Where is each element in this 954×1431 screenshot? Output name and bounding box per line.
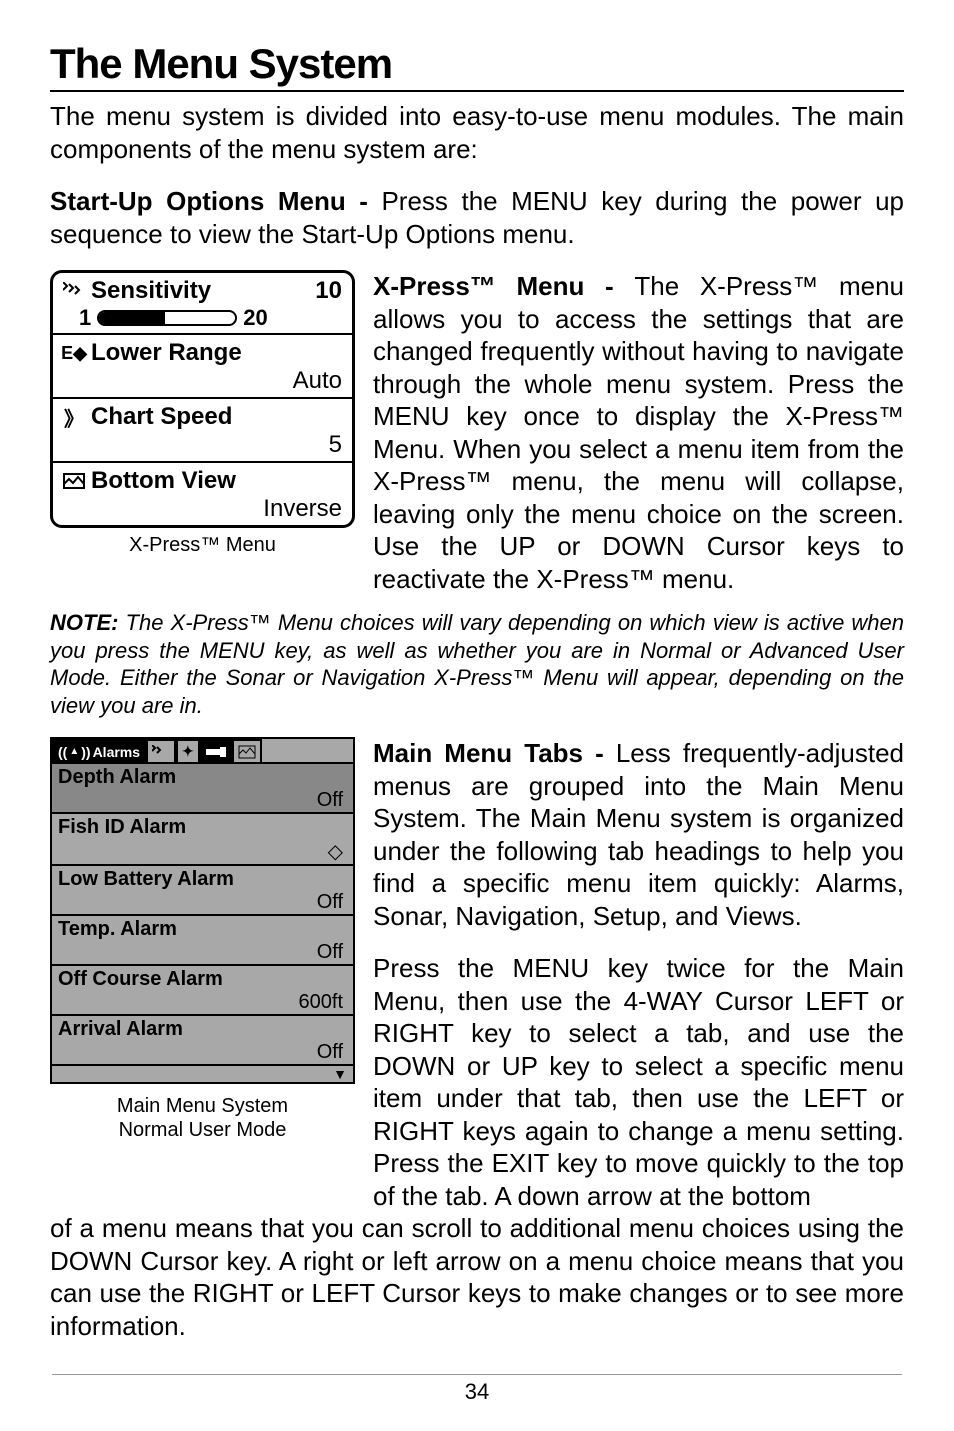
range-icon: E◆: [61, 343, 87, 363]
main-menu-caption: Main Menu System Normal User Mode: [50, 1094, 355, 1142]
xp-label-lower: Lower Range: [91, 339, 242, 367]
intro-text: The menu system is divided into easy-to-…: [50, 100, 904, 165]
mm-row-label: Fish ID Alarm: [58, 816, 345, 839]
mm-row-value: Off: [58, 1041, 345, 1064]
mm-row-label: Depth Alarm: [58, 766, 345, 789]
tab-views-icon: [232, 739, 262, 762]
xp-row-sensitivity: Sensitivity 10 1 20: [53, 273, 352, 335]
main-label: Main Menu Tabs -: [373, 738, 616, 768]
bottom-icon: [61, 471, 87, 491]
xp-row-lower-range: E◆Lower Range Auto: [53, 335, 352, 399]
main-menu-tabs: ((▲))Alarms ✦: [52, 739, 353, 762]
mm-row-1: Fish ID Alarm◇: [52, 812, 353, 864]
tab-alarms: ((▲))Alarms: [52, 739, 146, 762]
mm-caption-1: Main Menu System: [117, 1095, 288, 1117]
page-title: The Menu System: [50, 40, 904, 92]
tab-nav-icon: ✦: [176, 739, 200, 762]
mm-row-2: Low Battery AlarmOff: [52, 864, 353, 914]
sensitivity-slider: [97, 310, 237, 326]
scroll-down-arrow-icon: ▼: [52, 1064, 353, 1082]
note-paragraph: NOTE: The X-Press™ Menu choices will var…: [50, 609, 904, 719]
mm-row-0: Depth AlarmOff: [52, 762, 353, 812]
xp-val-lower: Auto: [61, 367, 342, 395]
startup-label: Start-Up Options Menu -: [50, 186, 381, 216]
xp-row-chart-speed: 》Chart Speed 5: [53, 399, 352, 463]
xpress-paragraph: X-Press™ Menu - The X-Press™ menu allows…: [373, 270, 904, 595]
xp-row-bottom-view: Bottom View Inverse: [53, 463, 352, 525]
page-number: 34: [52, 1374, 902, 1405]
xpress-label: X-Press™ Menu -: [373, 271, 634, 301]
main-menu-screenshot: ((▲))Alarms ✦ Depth AlarmOffFish ID Alar…: [50, 737, 355, 1084]
mm-row-value: 600ft: [58, 991, 345, 1014]
speed-icon: 》: [61, 407, 87, 427]
mm-row-4: Off Course Alarm600ft: [52, 964, 353, 1014]
main-paragraph-2: Press the MENU key twice for the Main Me…: [373, 952, 904, 1212]
tab-sonar-icon: [146, 739, 176, 762]
xp-label-bottom: Bottom View: [91, 467, 236, 495]
xp-val-bottom: Inverse: [61, 495, 342, 523]
mm-caption-2: Normal User Mode: [119, 1119, 287, 1141]
mm-row-label: Arrival Alarm: [58, 1018, 345, 1041]
mm-row-label: Low Battery Alarm: [58, 868, 345, 891]
note-lead: NOTE:: [50, 610, 126, 635]
xp-val-chart: 5: [61, 431, 342, 459]
mm-row-3: Temp. AlarmOff: [52, 914, 353, 964]
tab-setup-icon: [200, 739, 232, 762]
mm-row-5: Arrival AlarmOff: [52, 1014, 353, 1064]
xpress-menu-screenshot: Sensitivity 10 1 20 E◆Lower Range Auto 》…: [50, 270, 355, 528]
main-paragraph-1: Main Menu Tabs - Less frequently-adjuste…: [373, 737, 904, 932]
xpress-text: The X-Press™ menu allows you to access t…: [373, 271, 904, 594]
sonar-icon: [61, 281, 87, 301]
note-text: The X-Press™ Menu choices will vary depe…: [50, 610, 904, 718]
xp-label-chart: Chart Speed: [91, 403, 232, 431]
startup-paragraph: Start-Up Options Menu - Press the MENU k…: [50, 185, 904, 250]
xpress-caption: X-Press™ Menu: [50, 534, 355, 557]
mm-row-value: ◇: [58, 839, 345, 864]
mm-row-value: Off: [58, 891, 345, 914]
mm-row-label: Off Course Alarm: [58, 968, 345, 991]
mm-row-label: Temp. Alarm: [58, 918, 345, 941]
mm-row-value: Off: [58, 789, 345, 812]
xp-val-sensitivity: 10: [315, 277, 342, 305]
xp-label-sensitivity: Sensitivity: [91, 277, 211, 305]
main-paragraph-3: of a menu means that you can scroll to a…: [50, 1212, 904, 1342]
slider-max: 20: [243, 305, 267, 331]
mm-row-value: Off: [58, 941, 345, 964]
slider-min: 1: [79, 305, 91, 331]
